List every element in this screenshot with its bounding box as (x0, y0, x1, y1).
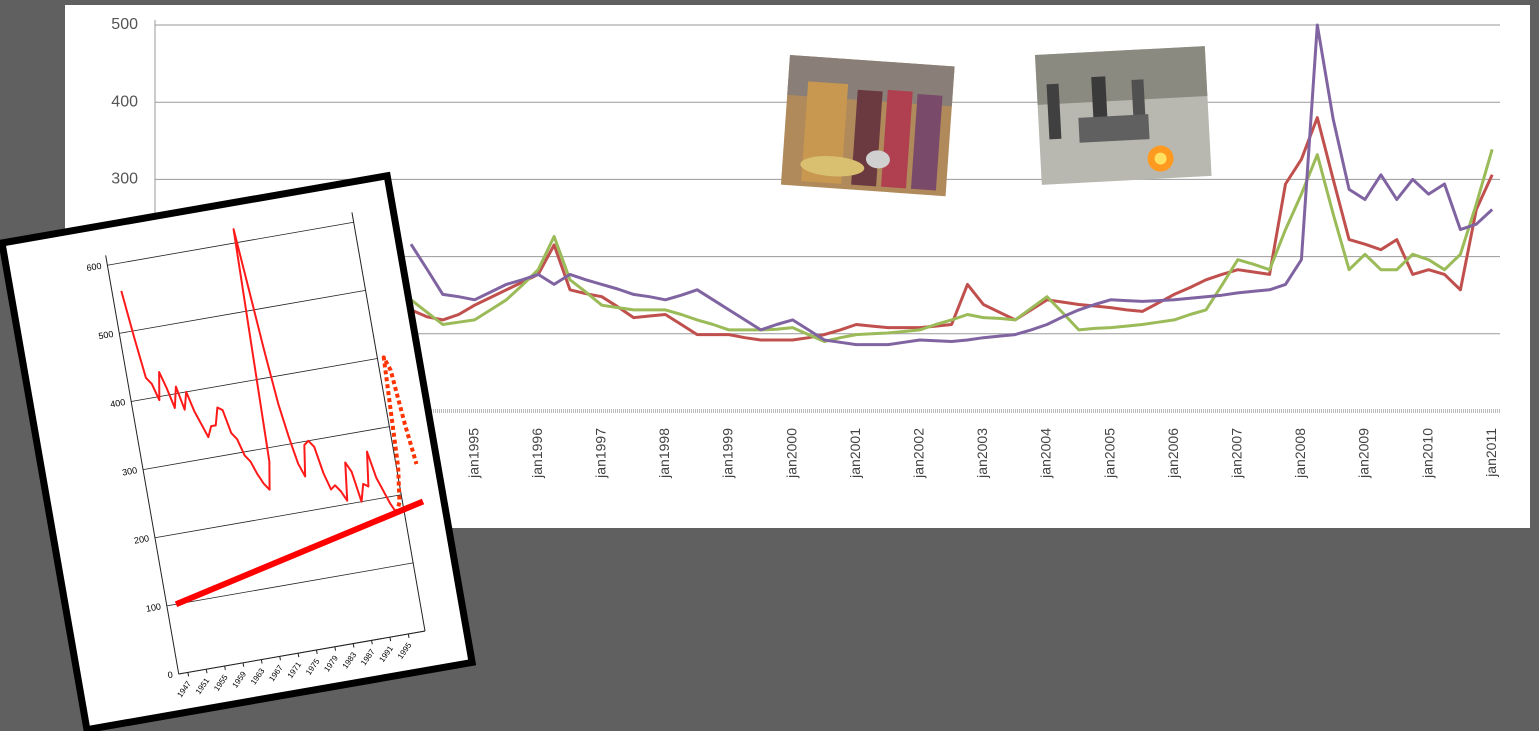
x-tick (225, 666, 226, 670)
x-tick-label: jan2010 (1419, 428, 1435, 479)
x-tick (335, 647, 336, 651)
x-tick-label: jan1996 (529, 428, 545, 479)
x-tick (243, 663, 244, 667)
x-tick-label: jan1998 (656, 428, 672, 479)
x-tick (280, 656, 281, 660)
x-tick-label: jan2006 (1165, 428, 1181, 479)
x-tick-label: jan1997 (593, 428, 609, 479)
x-tick (353, 644, 354, 648)
x-tick (188, 672, 189, 676)
x-tick (372, 640, 373, 644)
x-tick-label: jan1999 (720, 428, 736, 479)
x-tick-label: jan1995 (465, 428, 481, 479)
x-tick-label: jan2002 (911, 428, 927, 479)
x-tick (390, 637, 391, 641)
x-tick (261, 660, 262, 664)
x-tick-label: jan2000 (783, 428, 799, 479)
x-tick-label: jan2009 (1356, 428, 1372, 479)
y-tick-label: 300 (111, 171, 138, 188)
x-tick (316, 650, 317, 654)
x-tick-label: jan2008 (1292, 428, 1308, 479)
x-tick-label: jan2004 (1038, 428, 1054, 479)
page: {"chart_data": [ {"type": "line", "categ… (0, 0, 1539, 731)
x-tick-label: jan2001 (847, 428, 863, 479)
x-tick (298, 653, 299, 657)
x-tick (206, 669, 207, 673)
stage: 100200300400500jan1995jan1996jan1997jan1… (0, 0, 1539, 731)
x-tick-label: jan2005 (1101, 428, 1117, 479)
x-tick-label: jan2011 (1483, 428, 1499, 478)
x-tick-label: jan2007 (1229, 428, 1245, 479)
x-tick-label: jan2003 (974, 428, 990, 479)
x-tick (408, 634, 409, 638)
y-tick-label: 500 (111, 16, 138, 33)
photo-riot (1035, 46, 1212, 185)
photo-food-queue (781, 55, 955, 196)
y-tick-label: 400 (111, 93, 138, 110)
